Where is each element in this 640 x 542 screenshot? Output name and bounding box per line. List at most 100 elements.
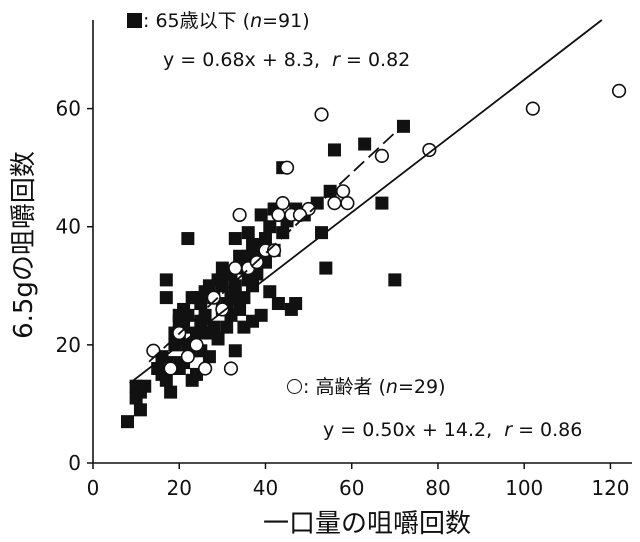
x-tick-label: 80 xyxy=(425,476,450,500)
open-circle-icon xyxy=(287,379,302,394)
y-tick-label: 20 xyxy=(56,333,81,357)
elderly-data-point xyxy=(146,343,161,358)
elderly-data-point xyxy=(198,361,213,376)
young-data-point xyxy=(220,320,234,334)
legend-elderly: : 高齢者 (n=29) xyxy=(287,378,446,397)
elderly-data-point xyxy=(292,207,308,223)
y-axis-label: 6.5gの咀嚼回数 xyxy=(9,151,39,339)
young-data-point xyxy=(396,119,410,133)
young-data-point xyxy=(202,350,216,364)
x-tick-label: 100 xyxy=(505,476,543,500)
young-data-point xyxy=(315,226,329,240)
elderly-data-point xyxy=(232,207,247,223)
young-data-point xyxy=(241,226,255,240)
young-data-point xyxy=(233,302,247,316)
x-tick-label: 60 xyxy=(339,476,364,500)
elderly-data-point xyxy=(223,361,239,376)
equation-young-text: y = 0.68x + 8.3, xyxy=(163,49,321,71)
equation-young-r-var: r xyxy=(332,49,340,71)
young-data-point xyxy=(319,261,333,275)
young-data-point xyxy=(224,291,238,305)
young-data-point xyxy=(276,226,290,240)
elderly-data-point xyxy=(180,349,195,364)
x-tick-label: 20 xyxy=(167,476,192,500)
y-tick-label: 40 xyxy=(56,215,81,239)
elderly-data-point xyxy=(374,148,390,163)
elderly-data-point xyxy=(228,260,243,276)
elderly-data-point xyxy=(611,83,627,98)
young-data-point xyxy=(327,143,341,157)
legend-elderly-n-value: =29 xyxy=(397,376,439,398)
elderly-data-point xyxy=(422,142,437,158)
young-data-point xyxy=(254,208,268,222)
elderly-data-point xyxy=(271,207,286,223)
young-data-point xyxy=(228,344,242,358)
legend-young-n-var: n xyxy=(250,10,263,32)
young-data-point xyxy=(263,285,277,299)
axes xyxy=(87,20,632,469)
elderly-data-point xyxy=(279,160,295,175)
young-data-point xyxy=(263,220,277,234)
equation-elderly-r-var: r xyxy=(504,419,513,441)
young-data-point xyxy=(181,232,195,246)
young-data-point xyxy=(237,291,251,305)
young-data-point xyxy=(133,403,147,417)
legend-elderly-name: 高齢者 xyxy=(315,376,373,398)
equation-elderly: y = 0.50x + 14.2, r = 0.86 xyxy=(323,421,582,440)
elderly-data-point xyxy=(206,290,221,305)
young-data-point xyxy=(258,232,272,246)
legend-elderly-n-var: n xyxy=(385,376,398,398)
equation-elderly-text: y = 0.50x + 14.2, xyxy=(323,419,493,441)
elderly-data-point xyxy=(163,361,178,376)
fit-lines-group xyxy=(129,19,603,384)
young-data-point xyxy=(215,279,229,293)
young-data-point xyxy=(211,332,225,346)
young-data-point xyxy=(159,373,173,387)
legend-young-n-value: =91 xyxy=(262,10,303,32)
young-data-point xyxy=(198,308,212,322)
elderly-points-group xyxy=(146,83,627,376)
elderly-data-point xyxy=(189,337,204,352)
elderly-data-point xyxy=(335,184,351,199)
x-tick-label: 120 xyxy=(591,476,629,500)
legend-young-name: 65歳以下 xyxy=(155,10,237,32)
y-tick-label: 60 xyxy=(56,97,81,121)
young-data-point xyxy=(159,273,173,287)
young-data-point xyxy=(228,232,242,246)
equation-elderly-r-value: = 0.86 xyxy=(512,419,583,441)
young-data-point xyxy=(388,273,402,287)
elderly-data-point xyxy=(275,196,290,211)
young-data-point xyxy=(228,279,242,293)
elderly-data-point xyxy=(327,196,342,211)
filled-square-icon xyxy=(127,13,142,28)
young-data-point xyxy=(138,379,152,393)
young-data-point xyxy=(271,297,285,311)
elderly-data-point xyxy=(340,196,355,211)
elderly-data-point xyxy=(525,101,540,116)
young-data-point xyxy=(375,196,389,210)
tick-labels-group: 0 20 40 60 80 100 120 0 20 40 60 xyxy=(56,97,630,500)
equation-young-r-value: = 0.82 xyxy=(339,49,411,71)
x-tick-label: 0 xyxy=(87,476,100,500)
legend-young: : 65歳以下 (n=91) xyxy=(127,12,310,31)
elderly-data-point xyxy=(215,302,230,317)
young-fit-line xyxy=(148,124,405,363)
young-data-point xyxy=(358,137,372,151)
x-axis-label: 一口量の咀嚼回数 xyxy=(263,509,471,539)
young-data-point xyxy=(323,184,337,198)
elderly-data-point xyxy=(314,107,329,122)
young-data-point xyxy=(159,291,173,305)
young-data-point xyxy=(120,415,134,429)
young-data-point xyxy=(289,297,303,311)
equation-young: y = 0.68x + 8.3, r = 0.82 xyxy=(163,51,410,70)
young-data-point xyxy=(164,385,178,399)
young-data-point xyxy=(207,320,221,334)
young-data-point xyxy=(181,308,195,322)
young-data-point xyxy=(254,308,268,322)
elderly-fit-line xyxy=(129,19,603,384)
x-tick-label: 40 xyxy=(253,476,278,500)
young-data-point xyxy=(194,297,208,311)
young-data-point xyxy=(246,279,260,293)
y-tick-label: 0 xyxy=(68,451,81,475)
